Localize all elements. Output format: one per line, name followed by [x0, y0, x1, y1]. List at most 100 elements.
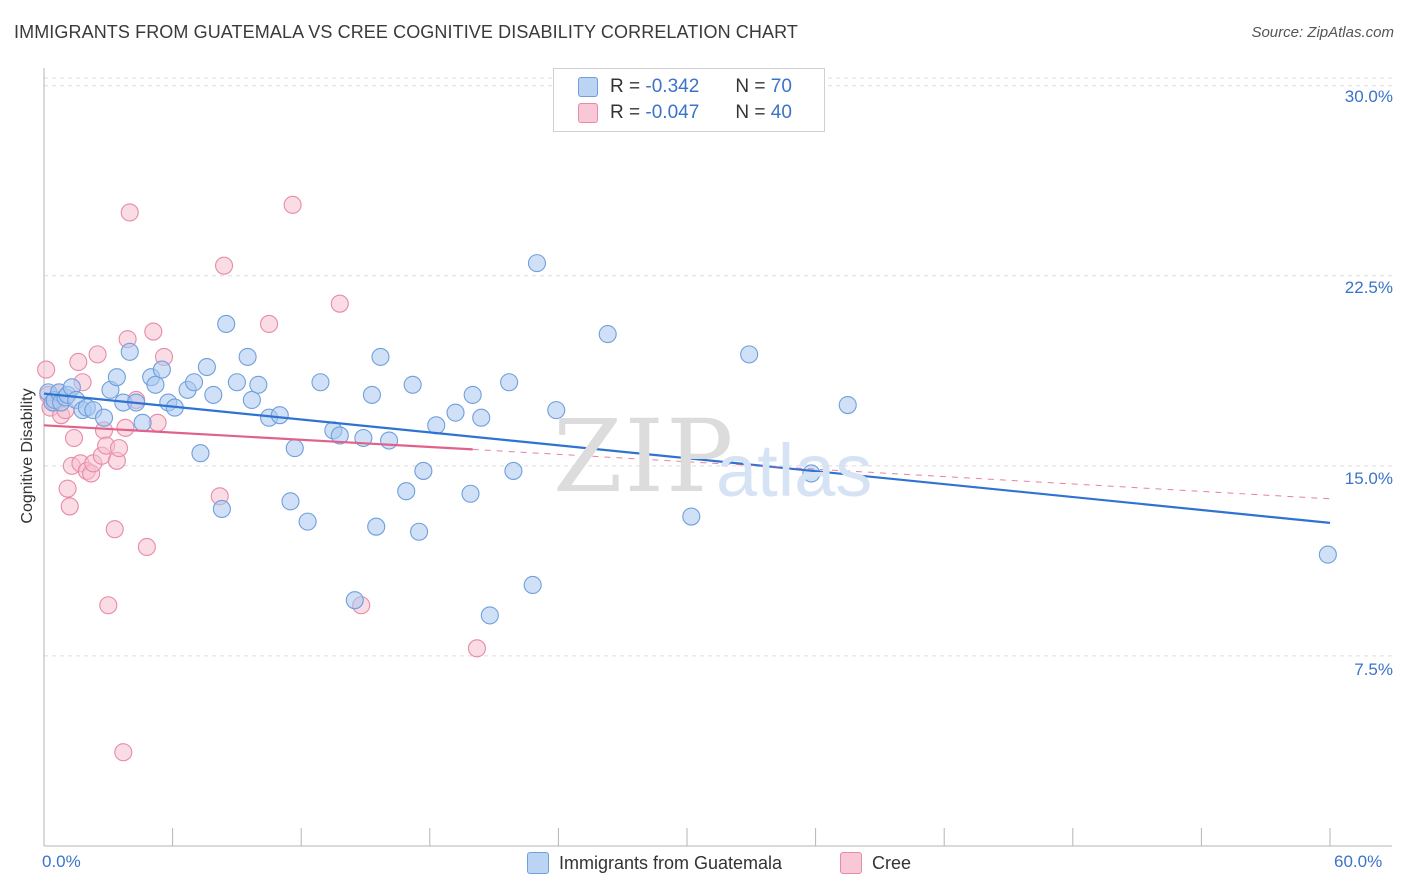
guatemala-point [414, 461, 433, 480]
n-value: 40 [770, 102, 792, 123]
guatemala-point [500, 373, 519, 392]
guatemala-point [504, 461, 523, 480]
chart-title: IMMIGRANTS FROM GUATEMALA VS CREE COGNIT… [14, 22, 798, 42]
cree-point [37, 360, 56, 379]
r-value: -0.047 [645, 102, 700, 123]
legend-label: Cree [872, 852, 912, 873]
source-note: Source: ZipAtlas.com [1251, 24, 1394, 41]
guatemala-point [238, 347, 257, 366]
guatemala-point [802, 464, 821, 483]
x-tick-label-min: 0.0% [42, 852, 81, 871]
cree-point [58, 479, 77, 498]
blue-swatch-icon [578, 77, 598, 97]
cree-point [60, 497, 79, 516]
gridlines [44, 77, 1392, 657]
guatemala-point [152, 360, 171, 379]
guatemala-point [249, 375, 268, 394]
guatemala-point [410, 522, 429, 541]
guatemala-point [446, 403, 465, 422]
guatemala-point [330, 426, 349, 445]
cree-point [64, 428, 84, 448]
guatemala-point [120, 342, 139, 361]
stats-box: R = -0.342 N = 70 R = -0.047 N = 40 [553, 68, 825, 132]
guatemala-point [227, 373, 246, 392]
axes [43, 68, 1392, 847]
guatemala-point [838, 395, 857, 415]
cree-point [259, 314, 279, 334]
cree-trend-line [43, 424, 473, 451]
guatemala-point [345, 591, 364, 610]
y-tick-label: 7.5% [1354, 660, 1393, 679]
pink-swatch-icon [578, 103, 598, 123]
y-tick-label: 30.0% [1344, 87, 1393, 106]
cree-point [109, 439, 129, 458]
guatemala-point [472, 408, 491, 427]
guatemala-point [403, 375, 422, 394]
cree-point [105, 520, 124, 539]
guatemala-point [397, 482, 416, 501]
guatemala-point [191, 444, 210, 463]
guatemala-points [39, 254, 1337, 625]
cree-point [88, 345, 107, 364]
guatemala-point [270, 406, 289, 425]
stats-row-guatemala: R = -0.342 N = 70 [578, 74, 792, 100]
guatemala-point [740, 345, 759, 364]
stats-row-cree: R = -0.047 N = 40 [578, 100, 792, 126]
legend-label: Immigrants from Guatemala [559, 852, 783, 873]
guatemala-point [463, 385, 482, 404]
cree-point [214, 256, 234, 275]
y-tick-label: 22.5% [1344, 278, 1393, 297]
guatemala-point [1318, 545, 1337, 564]
guatemala-point [527, 254, 547, 273]
legend-item-guatemala[interactable]: Immigrants from Guatemala [527, 852, 782, 874]
cree-point [283, 195, 302, 214]
guatemala-point [311, 373, 330, 392]
guatemala-point [94, 408, 114, 427]
trend-lines [43, 392, 1331, 524]
x-tick-label-max: 60.0% [1334, 852, 1383, 871]
legend-item-cree[interactable]: Cree [840, 852, 911, 874]
n-label: N = [735, 102, 766, 123]
guatemala-point [242, 390, 261, 410]
guatemala-point [146, 375, 165, 394]
guatemala-point [547, 401, 566, 420]
guatemala-point [682, 507, 701, 526]
guatemala-point [217, 314, 236, 334]
r-label: R = [610, 102, 641, 123]
cree-point [69, 352, 88, 372]
guatemala-point [204, 385, 223, 404]
cree-point [114, 743, 133, 762]
guatemala-point [184, 373, 204, 392]
guatemala-point [362, 385, 381, 404]
guatemala-point [212, 499, 231, 519]
guatemala-point [107, 368, 126, 387]
cree-point [99, 596, 118, 615]
guatemala-trend-line [43, 392, 1331, 524]
guatemala-point [285, 439, 304, 458]
cree-point [116, 418, 135, 437]
guatemala-point [480, 606, 499, 625]
guatemala-point [523, 575, 542, 595]
guatemala-point [427, 416, 446, 435]
cree-point [144, 322, 163, 341]
y-tick-label: 15.0% [1344, 469, 1393, 488]
guatemala-point [380, 431, 399, 450]
cree-points [37, 195, 487, 762]
guatemala-point [298, 512, 317, 531]
guatemala-point [371, 347, 390, 366]
guatemala-point [598, 325, 617, 344]
watermark-atlas: atlas [716, 429, 873, 512]
n-value: 70 [770, 76, 792, 97]
cree-point [148, 413, 167, 432]
guatemala-point [281, 492, 300, 511]
cree-point [330, 294, 349, 313]
y-axis-label: Cognitive Disability [19, 388, 36, 524]
r-value: -0.342 [645, 76, 700, 97]
cree-point [467, 639, 487, 658]
pink-swatch-icon [840, 852, 862, 874]
guatemala-point [133, 413, 152, 432]
n-label: N = [735, 76, 766, 97]
guatemala-point [197, 357, 216, 377]
cree-point [137, 537, 156, 557]
